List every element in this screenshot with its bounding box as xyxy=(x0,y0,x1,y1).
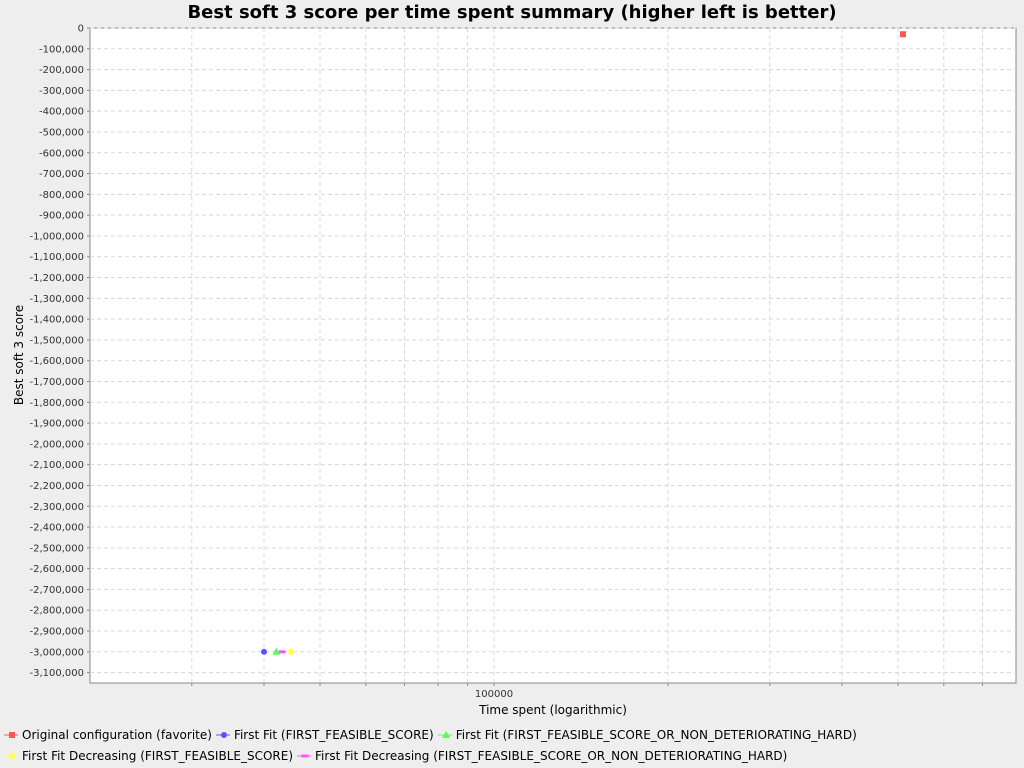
legend-row: First Fit Decreasing (FIRST_FEASIBLE_SCO… xyxy=(0,745,1024,766)
y-tick-label: -1,200,000 xyxy=(29,273,84,284)
y-tick-label: -2,900,000 xyxy=(29,627,84,638)
legend-swatch xyxy=(215,731,230,738)
y-tick-label: -500,000 xyxy=(39,127,84,138)
y-tick-label: -2,200,000 xyxy=(29,481,84,492)
y-tick-label: -2,400,000 xyxy=(29,523,84,534)
legend-label: First Fit (FIRST_FEASIBLE_SCORE_OR_NON_D… xyxy=(455,727,857,742)
legend-marker xyxy=(8,751,16,760)
y-tick-label: -2,600,000 xyxy=(29,564,84,575)
y-tick-label: -2,000,000 xyxy=(29,439,84,450)
plot-area: 0 -100,000 -200,000 -300,000 -400,000 -500,00… xyxy=(12,24,1017,717)
chart-title: Best soft 3 score per time spent summary… xyxy=(187,2,837,23)
legend-marker xyxy=(441,730,450,738)
y-tick-label: -800,000 xyxy=(39,190,84,201)
x-tick-label: 100000 xyxy=(475,689,513,700)
legend-item: First Fit Decreasing (FIRST_FEASIBLE_SCO… xyxy=(4,749,293,763)
x-axis-ticks: 100000 xyxy=(191,683,983,700)
data-point xyxy=(260,648,267,655)
y-tick-label: -400,000 xyxy=(39,107,84,118)
y-tick-label: -2,100,000 xyxy=(29,460,84,471)
data-point xyxy=(278,650,286,654)
y-axis-label: Best soft 3 score xyxy=(12,305,26,405)
y-tick-label: -100,000 xyxy=(39,44,84,55)
plot-background xyxy=(89,27,1017,684)
y-tick-label: -3,100,000 xyxy=(29,668,84,679)
legend-marker xyxy=(220,731,227,738)
legend: Original configuration (favorite) First F… xyxy=(0,724,1024,766)
y-tick-label: -700,000 xyxy=(39,169,84,180)
y-tick-label: -2,800,000 xyxy=(29,606,84,617)
y-tick-label: -600,000 xyxy=(39,148,84,159)
y-tick-label: -200,000 xyxy=(39,65,84,76)
legend-label: First Fit Decreasing (FIRST_FEASIBLE_SCO… xyxy=(22,748,294,763)
legend-row: Original configuration (favorite) First F… xyxy=(0,724,1024,745)
y-tick-label: -300,000 xyxy=(39,86,84,97)
legend-item: First Fit (FIRST_FEASIBLE_SCORE_OR_NON_D… xyxy=(437,727,857,742)
legend-label: First Fit Decreasing (FIRST_FEASIBLE_SCO… xyxy=(315,748,788,763)
legend-item: First Fit (FIRST_FEASIBLE_SCORE) xyxy=(215,727,434,742)
y-tick-label: -2,300,000 xyxy=(29,502,84,513)
y-tick-label: -2,500,000 xyxy=(29,543,84,554)
legend-marker xyxy=(301,754,309,757)
y-tick-label: -1,900,000 xyxy=(29,419,84,430)
y-tick-label: -3,000,000 xyxy=(29,647,84,658)
horizontal-gridlines xyxy=(90,27,1016,674)
y-tick-label: -1,100,000 xyxy=(29,252,84,263)
y-tick-label: -1,400,000 xyxy=(29,315,84,326)
legend-label: Original configuration (favorite) xyxy=(22,727,212,742)
y-tick-label: -900,000 xyxy=(39,211,84,222)
y-tick-label: -1,700,000 xyxy=(29,377,84,388)
data-points xyxy=(260,31,906,656)
y-tick-label: 0 xyxy=(78,24,84,35)
data-point xyxy=(899,31,906,38)
legend-swatch xyxy=(437,730,452,738)
legend-swatch xyxy=(297,754,312,757)
y-tick-label: -1,600,000 xyxy=(29,356,84,367)
legend-swatch xyxy=(4,731,18,738)
legend-item: Original configuration (favorite) xyxy=(4,728,212,742)
legend-swatch xyxy=(4,751,18,760)
y-tick-label: -1,000,000 xyxy=(29,231,84,242)
legend-label: First Fit (FIRST_FEASIBLE_SCORE) xyxy=(233,727,434,742)
y-tick-label: -1,800,000 xyxy=(29,398,84,409)
data-point xyxy=(286,647,295,656)
data-point xyxy=(272,647,281,655)
y-tick-label: -1,500,000 xyxy=(29,335,84,346)
y-tick-label: -2,700,000 xyxy=(29,585,84,596)
legend-item: First Fit Decreasing (FIRST_FEASIBLE_SCO… xyxy=(297,749,787,763)
x-axis-label: Time spent (logarithmic) xyxy=(478,703,627,717)
y-axis-ticks: 0 -100,000 -200,000 -300,000 -400,000 -500,00… xyxy=(29,24,90,679)
legend-marker xyxy=(9,731,15,738)
y-tick-label: -1,300,000 xyxy=(29,294,84,305)
